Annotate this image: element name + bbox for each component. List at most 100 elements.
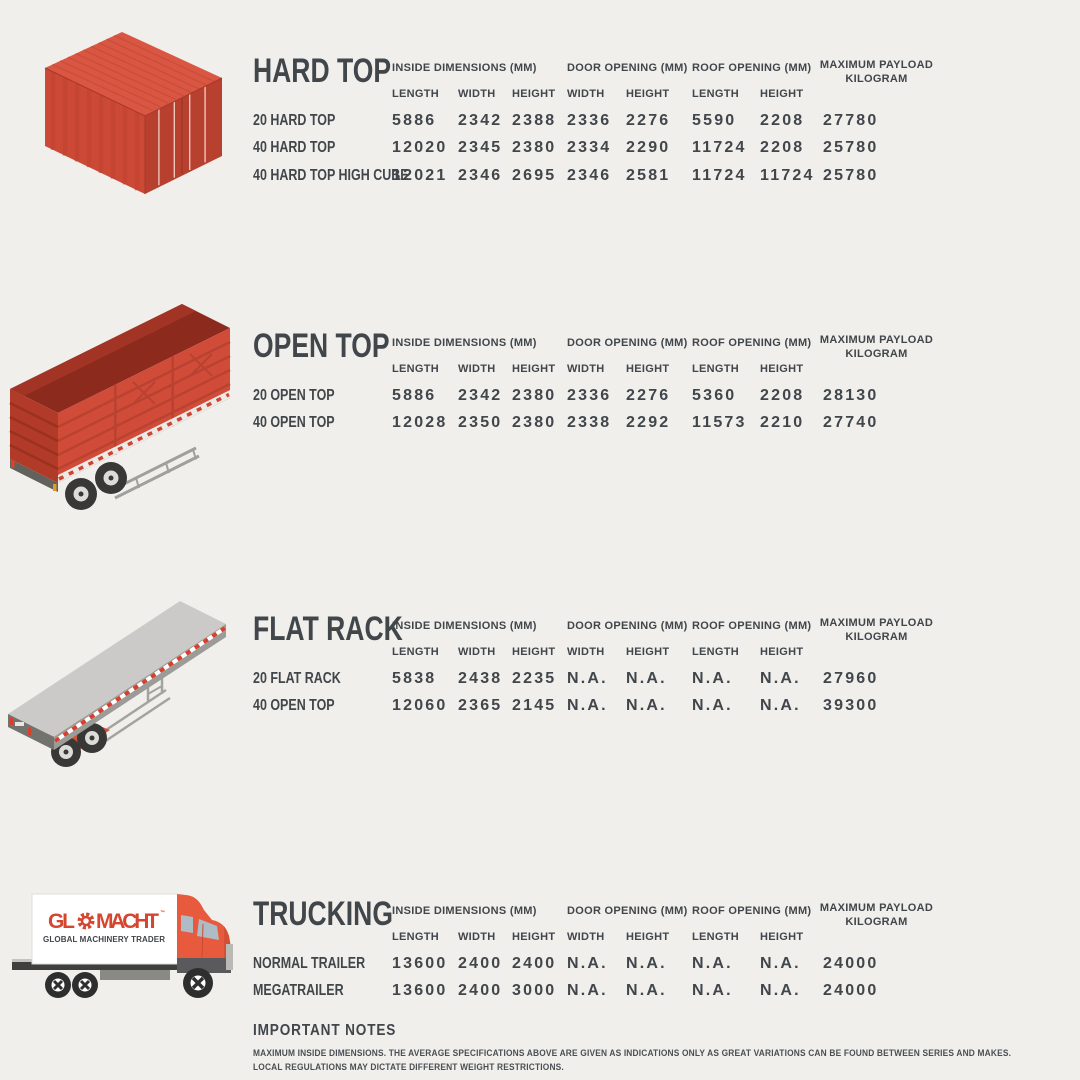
trailer-box xyxy=(31,893,179,965)
section-title-text: TRUCKING xyxy=(253,895,393,933)
hard-top-table: HARD TOP INSIDE DIMENSIONS (MM) DOOR OPE… xyxy=(253,54,934,190)
section-title: FLAT RACK xyxy=(253,612,403,665)
col-group-inside-dimensions: INSIDE DIMENSIONS (MM) xyxy=(392,337,537,349)
trailer-panel-dividers xyxy=(114,356,174,455)
col-height: HEIGHT xyxy=(512,363,556,375)
logo-tagline: GLOBAL MACHINERY TRADER xyxy=(43,935,165,944)
col-group-roof-opening: ROOF OPENING (MM) xyxy=(692,620,812,632)
spec-value-payload: 27780 xyxy=(823,111,879,129)
spec-value-payload: 27960 xyxy=(823,669,879,687)
spec-value: 11573 xyxy=(692,414,747,432)
spec-value: 2380 xyxy=(512,139,557,157)
cab-window-rear xyxy=(181,915,193,933)
spec-value-payload: 25780 xyxy=(823,166,879,184)
trailer-near-wall xyxy=(58,328,230,483)
spec-value: 2342 xyxy=(458,111,503,129)
spec-value: N.A. xyxy=(760,982,801,1000)
kilogram-label: KILOGRAM xyxy=(845,631,908,643)
container-edges xyxy=(44,67,223,194)
col-height: HEIGHT xyxy=(760,646,804,658)
spec-value: 2334 xyxy=(567,139,612,157)
cab-bumper xyxy=(226,944,233,970)
max-payload-label: MAXIMUM PAYLOAD xyxy=(819,334,934,346)
spec-value: 2336 xyxy=(567,386,612,404)
row-label: 40 OPEN TOP xyxy=(253,414,335,432)
container-door-lock-rods xyxy=(158,86,206,186)
spec-value: 2338 xyxy=(567,414,612,432)
gear-icon xyxy=(77,912,95,930)
container-side-face xyxy=(45,68,145,194)
col-length: LENGTH xyxy=(692,88,740,100)
row-label: 20 HARD TOP xyxy=(253,111,336,129)
cab-door-line xyxy=(201,923,204,959)
container-top-corrugation xyxy=(52,35,215,111)
spec-value: 2210 xyxy=(760,414,805,432)
cab-base-dark xyxy=(177,958,231,973)
col-group-max-payload: MAXIMUM PAYLOAD KILOGRAM xyxy=(819,55,934,107)
spec-value: 11724 xyxy=(692,139,747,157)
spec-value-payload: 28130 xyxy=(823,386,879,404)
max-payload-label: MAXIMUM PAYLOAD xyxy=(819,59,934,71)
spec-value: 13600 xyxy=(392,954,448,972)
trailer-wheel-rear xyxy=(95,462,127,494)
spec-value: 2346 xyxy=(458,166,503,184)
important-notes: IMPORTANT NOTES MAXIMUM INSIDE DIMENSION… xyxy=(253,1022,1063,1074)
col-group-door-opening: DOOR OPENING (MM) xyxy=(567,62,688,74)
spec-value: 12060 xyxy=(392,697,448,715)
trailer-rear-face xyxy=(10,389,58,483)
col-group-max-payload: MAXIMUM PAYLOAD KILOGRAM xyxy=(819,613,934,665)
spec-value: 2345 xyxy=(458,139,503,157)
tail-light xyxy=(28,728,31,735)
container-side-corrugation xyxy=(50,71,140,191)
spec-value: N.A. xyxy=(567,697,608,715)
spec-value: 2350 xyxy=(458,414,503,432)
glomacht-truck-illustration: GL MACHT ™ GLOBAL MACHINERY TRADER xyxy=(0,878,250,1023)
col-group-roof-opening: ROOF OPENING (MM) xyxy=(692,62,812,74)
col-height: HEIGHT xyxy=(760,931,804,943)
platform-top xyxy=(8,601,226,737)
flat-rack-table: FLAT RACK INSIDE DIMENSIONS (MM) DOOR OP… xyxy=(253,612,934,720)
flat-rack-wheel-rear xyxy=(77,723,107,753)
note-line: MAXIMUM INSIDE DIMENSIONS. THE AVERAGE S… xyxy=(253,1048,1012,1059)
kilogram-label: KILOGRAM xyxy=(845,916,908,928)
col-height: HEIGHT xyxy=(512,88,556,100)
hard-top-container-svg xyxy=(44,32,223,194)
chassis-bar xyxy=(12,962,180,970)
spec-value: 2581 xyxy=(626,166,671,184)
spec-value: 2380 xyxy=(512,414,557,432)
col-length: LENGTH xyxy=(692,363,740,375)
tail-light xyxy=(10,718,13,725)
truck-wheel-rear-2 xyxy=(72,972,98,998)
underbody-rails xyxy=(99,668,171,744)
spec-value: 2400 xyxy=(458,954,503,972)
col-width: WIDTH xyxy=(567,931,605,943)
col-height: HEIGHT xyxy=(760,363,804,375)
spec-value: 2208 xyxy=(760,111,805,129)
glomacht-truck-svg: GL MACHT ™ GLOBAL MACHINERY TRADER xyxy=(12,893,233,998)
max-payload-label: MAXIMUM PAYLOAD xyxy=(819,617,934,629)
col-width: WIDTH xyxy=(567,646,605,658)
col-length: LENGTH xyxy=(692,646,740,658)
spec-value: 3000 xyxy=(512,982,557,1000)
spec-value-payload: 39300 xyxy=(823,697,879,715)
col-height: HEIGHT xyxy=(760,88,804,100)
kilogram-label: KILOGRAM xyxy=(845,73,908,85)
row-label: 20 OPEN TOP xyxy=(253,386,335,404)
spec-value: N.A. xyxy=(692,954,733,972)
spec-value: 2380 xyxy=(512,386,557,404)
col-group-roof-opening: ROOF OPENING (MM) xyxy=(692,337,812,349)
spec-value: 2336 xyxy=(567,111,612,129)
spec-value-payload: 24000 xyxy=(823,954,879,972)
open-top-trailer-illustration xyxy=(3,298,248,523)
tail-light xyxy=(53,484,57,491)
spec-value: 2290 xyxy=(626,139,671,157)
spec-value-payload: 25780 xyxy=(823,139,879,157)
spec-value: 2400 xyxy=(458,982,503,1000)
flat-rack-illustration xyxy=(0,592,258,792)
note-line: LOCAL REGULATIONS MAY DICTATE DIFFERENT … xyxy=(253,1061,564,1073)
section-title-text: OPEN TOP xyxy=(253,327,390,365)
spec-value: 2208 xyxy=(760,386,805,404)
row-label: 40 OPEN TOP xyxy=(253,697,335,715)
col-width: WIDTH xyxy=(458,363,496,375)
spec-value: N.A. xyxy=(760,697,801,715)
